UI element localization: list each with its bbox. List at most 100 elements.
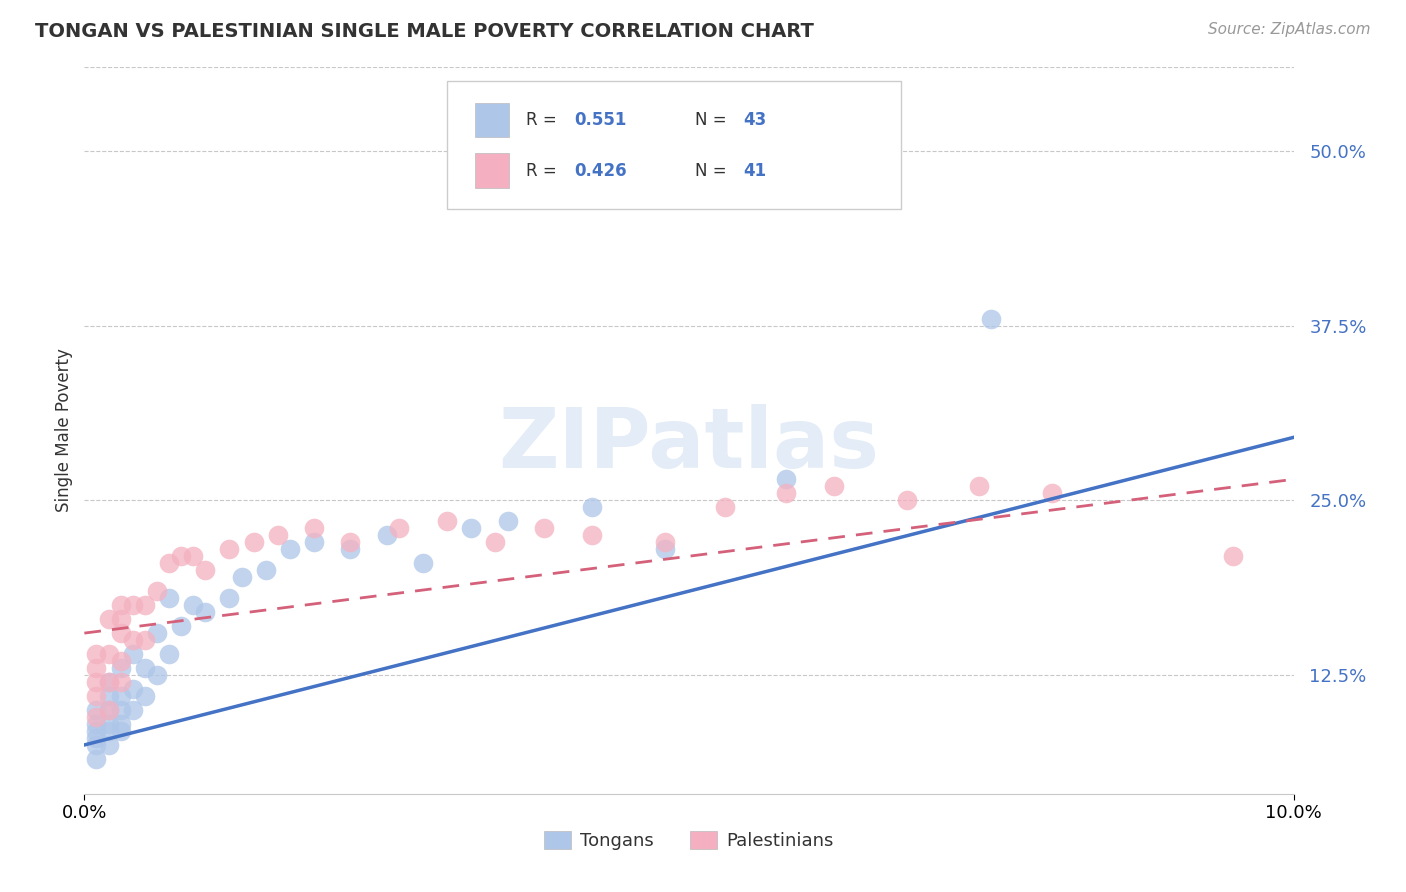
Point — [533, 521, 555, 535]
Point — [157, 591, 180, 606]
Point — [170, 549, 193, 564]
Point — [110, 661, 132, 675]
Point — [110, 654, 132, 668]
Point — [218, 591, 240, 606]
Point — [775, 472, 797, 486]
Point — [97, 703, 120, 717]
Text: ZIPatlas: ZIPatlas — [499, 404, 879, 485]
Point — [714, 500, 737, 515]
Point — [146, 668, 169, 682]
Text: 0.426: 0.426 — [574, 161, 627, 180]
Point — [134, 633, 156, 648]
Point — [86, 647, 108, 661]
FancyBboxPatch shape — [475, 153, 509, 188]
Point — [231, 570, 253, 584]
Point — [581, 500, 603, 515]
Point — [170, 619, 193, 633]
FancyBboxPatch shape — [447, 81, 901, 209]
Point — [86, 738, 108, 752]
Point — [86, 723, 108, 738]
Point — [110, 723, 132, 738]
Point — [1040, 486, 1063, 500]
Point — [302, 535, 325, 549]
Point — [581, 528, 603, 542]
Point — [375, 528, 398, 542]
Point — [194, 563, 217, 577]
Point — [218, 542, 240, 557]
Text: TONGAN VS PALESTINIAN SINGLE MALE POVERTY CORRELATION CHART: TONGAN VS PALESTINIAN SINGLE MALE POVERT… — [35, 22, 814, 41]
Y-axis label: Single Male Poverty: Single Male Poverty — [55, 349, 73, 512]
Point — [86, 689, 108, 703]
Point — [134, 661, 156, 675]
Point — [181, 598, 204, 612]
Point — [97, 612, 120, 626]
Point — [121, 598, 143, 612]
Point — [86, 661, 108, 675]
Text: 0.551: 0.551 — [574, 111, 627, 129]
Point — [254, 563, 277, 577]
Point — [97, 647, 120, 661]
Point — [86, 752, 108, 766]
Point — [157, 556, 180, 570]
Point — [242, 535, 264, 549]
Point — [121, 633, 143, 648]
Point — [97, 675, 120, 690]
Point — [460, 521, 482, 535]
Point — [86, 710, 108, 724]
Point — [194, 605, 217, 619]
Point — [121, 681, 143, 696]
Point — [110, 612, 132, 626]
Text: R =: R = — [526, 161, 562, 180]
Point — [980, 311, 1002, 326]
Text: R =: R = — [526, 111, 562, 129]
Point — [1222, 549, 1244, 564]
Point — [412, 556, 434, 570]
Point — [97, 675, 120, 690]
Point — [484, 535, 506, 549]
Point — [110, 626, 132, 640]
Point — [436, 514, 458, 528]
Point — [967, 479, 990, 493]
Point — [110, 717, 132, 731]
Point — [181, 549, 204, 564]
Point — [339, 542, 361, 557]
Text: Source: ZipAtlas.com: Source: ZipAtlas.com — [1208, 22, 1371, 37]
Point — [267, 528, 290, 542]
Text: 43: 43 — [744, 111, 766, 129]
Point — [823, 479, 845, 493]
Point — [146, 584, 169, 599]
Point — [110, 689, 132, 703]
Point — [896, 493, 918, 508]
Point — [654, 535, 676, 549]
Text: N =: N = — [695, 111, 733, 129]
Point — [146, 626, 169, 640]
Point — [97, 717, 120, 731]
FancyBboxPatch shape — [475, 103, 509, 137]
Text: N =: N = — [695, 161, 733, 180]
Point — [388, 521, 411, 535]
Point — [121, 647, 143, 661]
Point — [97, 703, 120, 717]
Point — [97, 738, 120, 752]
Point — [775, 486, 797, 500]
Point — [121, 703, 143, 717]
Point — [110, 675, 132, 690]
Point — [86, 703, 108, 717]
Text: 41: 41 — [744, 161, 766, 180]
Point — [302, 521, 325, 535]
Point — [134, 598, 156, 612]
Point — [110, 598, 132, 612]
Point — [654, 542, 676, 557]
Point — [278, 542, 301, 557]
Point — [97, 689, 120, 703]
Point — [134, 689, 156, 703]
Point — [496, 514, 519, 528]
Point — [97, 723, 120, 738]
Point — [339, 535, 361, 549]
Point — [86, 717, 108, 731]
Point — [110, 703, 132, 717]
Point — [86, 675, 108, 690]
Point — [157, 647, 180, 661]
Legend: Tongans, Palestinians: Tongans, Palestinians — [537, 823, 841, 857]
Point — [86, 731, 108, 745]
